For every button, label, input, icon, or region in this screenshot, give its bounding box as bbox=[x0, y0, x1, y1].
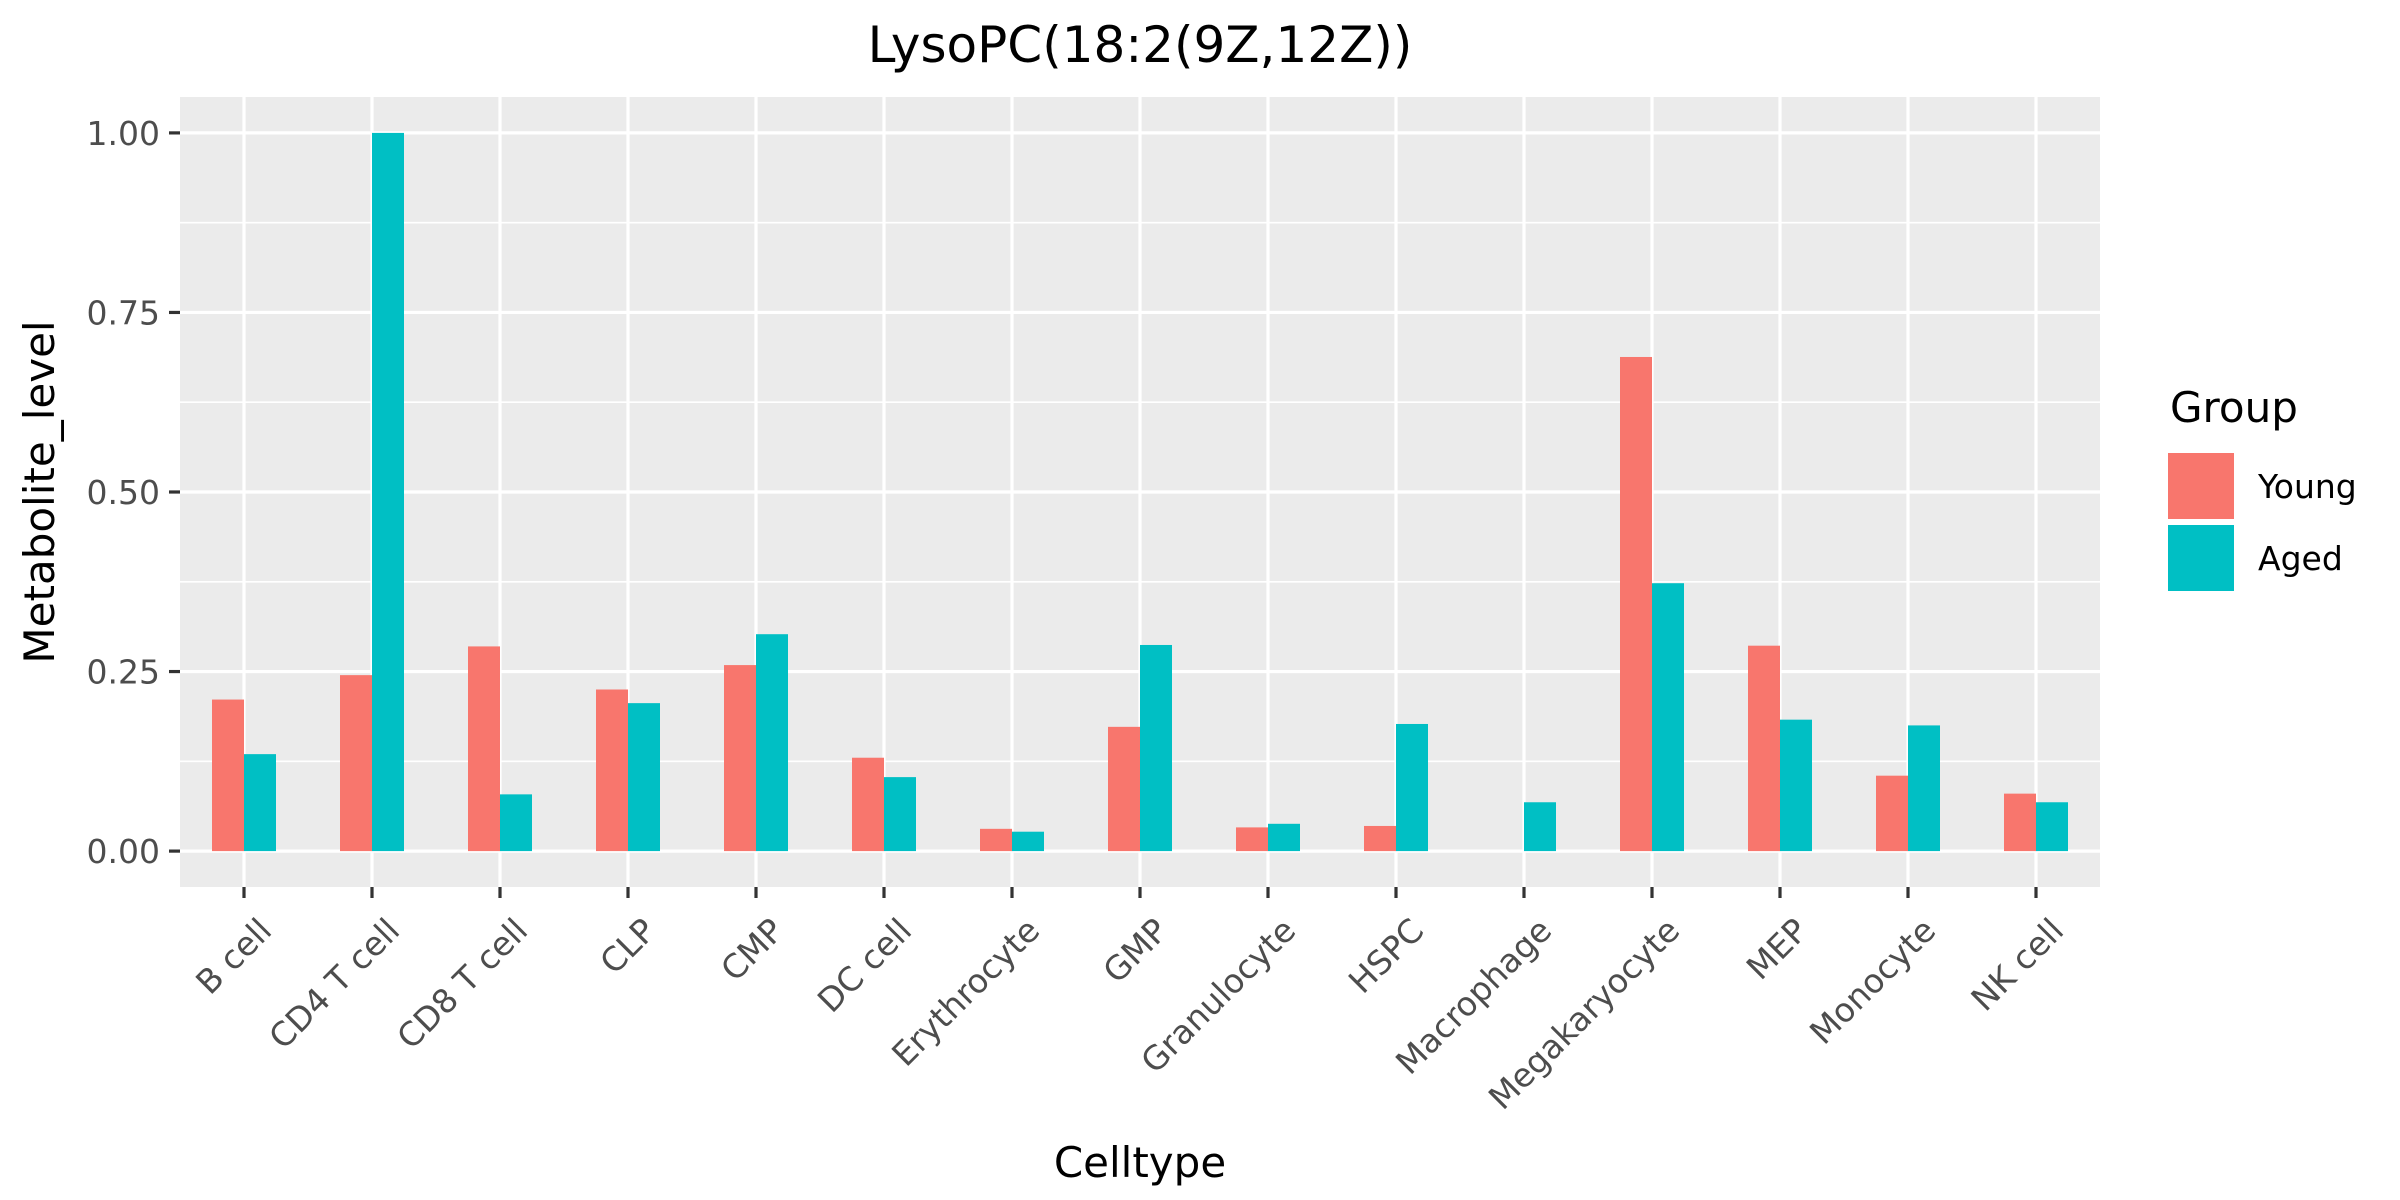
chart-title: LysoPC(18:2(9Z,12Z)) bbox=[868, 16, 1413, 74]
y-axis: 0.00 0.25 0.50 0.75 1.00 bbox=[87, 114, 180, 871]
y-axis-title: Metabolite_level bbox=[15, 320, 64, 663]
x-tick-label: CD8 T cell bbox=[389, 911, 535, 1057]
bar-aged bbox=[628, 703, 660, 852]
bar-young bbox=[1748, 645, 1780, 852]
x-tick-label: CLP bbox=[592, 911, 663, 982]
bar-young bbox=[468, 646, 500, 852]
legend-title: Group bbox=[2170, 383, 2298, 432]
x-tick-label: Monocyte bbox=[1802, 911, 1943, 1052]
x-tick-label: GMP bbox=[1095, 911, 1175, 991]
x-axis-title: Celltype bbox=[1054, 1138, 1226, 1187]
bars bbox=[212, 132, 2068, 852]
x-tick-label: CD4 T cell bbox=[261, 911, 407, 1057]
bar-aged bbox=[500, 794, 532, 852]
y-tick-label: 0.00 bbox=[87, 832, 160, 871]
bar-aged bbox=[244, 754, 276, 852]
legend-key-young bbox=[2168, 453, 2234, 519]
bar-young bbox=[724, 665, 756, 852]
bar-young bbox=[212, 699, 244, 852]
bar-aged bbox=[372, 132, 404, 852]
bar-young bbox=[2004, 793, 2036, 852]
x-tick-label: MEP bbox=[1739, 911, 1816, 988]
bar-young bbox=[340, 675, 372, 852]
bar-aged bbox=[1908, 725, 1940, 852]
legend: Group Young Aged bbox=[2168, 383, 2357, 591]
bar-young bbox=[1364, 825, 1396, 852]
bar-aged bbox=[1012, 831, 1044, 852]
bar-aged bbox=[1268, 823, 1300, 852]
bar-young bbox=[596, 689, 628, 852]
bar-aged bbox=[756, 634, 788, 852]
legend-label-young: Young bbox=[2257, 467, 2357, 506]
legend-key-aged bbox=[2168, 525, 2234, 591]
y-tick-label: 1.00 bbox=[87, 114, 160, 153]
bar-aged bbox=[1140, 644, 1172, 852]
bar-young bbox=[1876, 775, 1908, 852]
bar-aged bbox=[1652, 583, 1684, 852]
x-tick-label: HSPC bbox=[1341, 911, 1431, 1001]
bar-aged bbox=[2036, 802, 2068, 852]
bar-young bbox=[852, 757, 884, 852]
bar-young bbox=[1108, 726, 1140, 852]
x-tick-label: NK cell bbox=[1963, 911, 2071, 1019]
bar-young bbox=[1620, 356, 1652, 852]
x-tick-label: DC cell bbox=[810, 911, 919, 1020]
bar-aged bbox=[1524, 802, 1556, 852]
y-tick-label: 0.75 bbox=[87, 293, 160, 332]
x-tick-label: CMP bbox=[713, 911, 791, 989]
y-tick-label: 0.25 bbox=[87, 653, 160, 692]
bar-aged bbox=[1780, 719, 1812, 852]
y-tick-label: 0.50 bbox=[87, 473, 160, 512]
bar-aged bbox=[1396, 723, 1428, 852]
bar-young bbox=[980, 828, 1012, 852]
bar-aged bbox=[884, 777, 916, 852]
bar-young bbox=[1236, 827, 1268, 852]
legend-label-aged: Aged bbox=[2258, 539, 2343, 578]
x-tick-label: B cell bbox=[188, 911, 279, 1002]
